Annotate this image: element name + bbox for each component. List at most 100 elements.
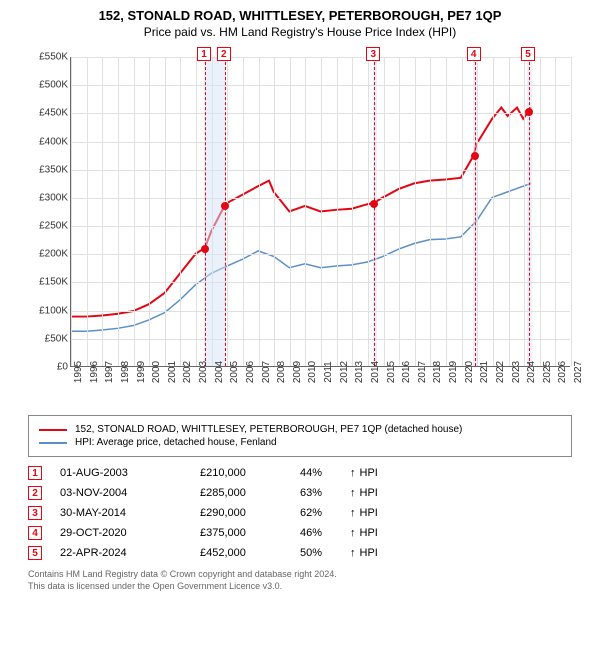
sales-row: 2 03-NOV-2004£285,00063%↑ HPI — [28, 483, 572, 503]
gridline-v — [227, 57, 228, 366]
xtick-label: 2011 — [323, 361, 334, 383]
sale-dot — [471, 152, 479, 160]
gridline-v — [118, 57, 119, 366]
sales-pct: 62% — [300, 507, 350, 519]
gridline-v — [149, 57, 150, 366]
ytick-label: £400K — [39, 136, 68, 147]
xtick-label: 1997 — [104, 361, 115, 383]
sales-num: 3 — [28, 506, 42, 520]
gridline-v — [462, 57, 463, 366]
xtick-label: 2023 — [511, 361, 522, 383]
ytick-label: £450K — [39, 108, 68, 119]
sales-num: 2 — [28, 486, 42, 500]
gridline-v — [102, 57, 103, 366]
gridline-v — [430, 57, 431, 366]
gridline-v — [415, 57, 416, 366]
gridline-v — [196, 57, 197, 366]
legend-swatch — [39, 429, 67, 431]
sale-dot — [370, 200, 378, 208]
sales-row: 330-MAY-2014£290,00062%↑HPI — [28, 503, 572, 523]
sales-suffix: HPI — [360, 547, 378, 559]
sales-suffix: HPI — [360, 467, 378, 479]
xtick-label: 2000 — [151, 361, 162, 383]
arrow-up-icon: ↑ — [350, 487, 356, 499]
marker-number: 3 — [366, 47, 380, 61]
xtick-label: 2019 — [448, 361, 459, 383]
sales-num: 5 — [28, 546, 42, 560]
xtick-label: 2010 — [307, 361, 318, 383]
footer-line-1: Contains HM Land Registry data © Crown c… — [28, 569, 572, 581]
gridline-v — [352, 57, 353, 366]
gridline-v — [337, 57, 338, 366]
gridline-v — [399, 57, 400, 366]
sales-pct: 63% — [300, 487, 350, 499]
arrow-up-icon: ↑ — [350, 467, 356, 479]
legend-label: HPI: Average price, detached house, Fenl… — [75, 437, 277, 448]
xtick-label: 2020 — [464, 361, 475, 383]
sales-pct: 46% — [300, 527, 350, 539]
xtick-label: 2026 — [557, 361, 568, 383]
xtick-label: 2004 — [214, 361, 225, 383]
sales-date: 30-MAY-2014 — [60, 507, 200, 519]
marker-line — [225, 57, 226, 366]
gridline-v — [321, 57, 322, 366]
legend-label: 152, STONALD ROAD, WHITTLESEY, PETERBORO… — [75, 424, 462, 435]
marker-line — [475, 57, 476, 366]
chart-container: 152, STONALD ROAD, WHITTLESEY, PETERBORO… — [0, 0, 600, 600]
xtick-label: 2025 — [542, 361, 553, 383]
footer: Contains HM Land Registry data © Crown c… — [28, 569, 572, 592]
sales-price: £290,000 — [200, 507, 300, 519]
xtick-label: 1998 — [120, 361, 131, 383]
plot — [70, 57, 570, 367]
xtick-label: 2013 — [354, 361, 365, 383]
sales-date: 29-OCT-2020 — [60, 527, 200, 539]
xtick-label: 2017 — [417, 361, 428, 383]
sales-price: £285,000 — [200, 487, 300, 499]
xtick-label: 1999 — [136, 361, 147, 383]
sales-row: 522-APR-2024£452,00050%↑HPI — [28, 543, 572, 563]
ytick-label: £550K — [39, 52, 68, 63]
gridline-v — [290, 57, 291, 366]
xtick-label: 2007 — [261, 361, 272, 383]
sales-num: 1 — [28, 466, 42, 480]
gridline-v — [368, 57, 369, 366]
gridline-v — [87, 57, 88, 366]
legend-row: HPI: Average price, detached house, Fenl… — [39, 437, 561, 448]
gridline-v — [446, 57, 447, 366]
sales-date: 03-NOV-2004 — [60, 487, 200, 499]
gridline-v — [384, 57, 385, 366]
xtick-label: 2003 — [198, 361, 209, 383]
gridline-v — [274, 57, 275, 366]
gridline-v — [555, 57, 556, 366]
ytick-label: £50K — [45, 333, 68, 344]
gridline-v — [243, 57, 244, 366]
sales-pct: 50% — [300, 547, 350, 559]
marker-line — [205, 57, 206, 366]
ytick-label: £150K — [39, 277, 68, 288]
xtick-label: 2005 — [229, 361, 240, 383]
footer-line-2: This data is licensed under the Open Gov… — [28, 581, 572, 593]
gridline-v — [509, 57, 510, 366]
sales-price: £452,000 — [200, 547, 300, 559]
sales-suffix: HPI — [360, 507, 378, 519]
xtick-label: 1995 — [73, 361, 84, 383]
sale-band — [204, 57, 226, 366]
sales-suffix: HPI — [360, 487, 378, 499]
sales-pct: 44% — [300, 467, 350, 479]
xtick-label: 2012 — [339, 361, 350, 383]
xtick-label: 2021 — [479, 361, 490, 383]
gridline-v — [71, 57, 72, 366]
xtick-label: 2015 — [386, 361, 397, 383]
xtick-label: 2014 — [370, 361, 381, 383]
gridline-v — [305, 57, 306, 366]
gridline-v — [134, 57, 135, 366]
gridline-v — [524, 57, 525, 366]
legend: 152, STONALD ROAD, WHITTLESEY, PETERBORO… — [28, 415, 572, 457]
xtick-label: 1996 — [89, 361, 100, 383]
chart-area: £0£50K£100K£150K£200K£250K£300K£350K£400… — [20, 47, 580, 407]
sales-price: £375,000 — [200, 527, 300, 539]
sales-row: 101-AUG-2003£210,00044%↑HPI — [28, 463, 572, 483]
ytick-label: £350K — [39, 164, 68, 175]
chart-title: 152, STONALD ROAD, WHITTLESEY, PETERBORO… — [8, 8, 592, 23]
marker-line — [529, 57, 530, 366]
